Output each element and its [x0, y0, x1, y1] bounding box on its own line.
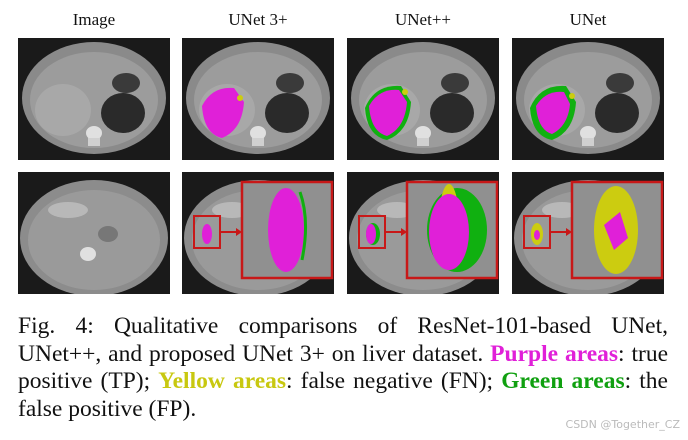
column-header-unetplusplus: UNet++ [395, 10, 451, 29]
column-header-unet: UNet [569, 10, 607, 29]
ct-slice-row2-unet [512, 172, 664, 294]
column-header-image: Image [72, 10, 116, 29]
lesion-zoomed [427, 184, 487, 272]
column-header-unet3plus: UNet 3+ [228, 10, 288, 29]
watermark: CSDN @Together_CZ [565, 418, 680, 431]
ct-slice-row1-image [18, 38, 170, 160]
lesion-small [202, 224, 212, 244]
lesion-small [531, 223, 543, 245]
ct-slice-row2-unet [347, 172, 499, 294]
ct-slice-row1-unet [512, 38, 664, 160]
ct-slice-row2-image [18, 172, 170, 294]
figure-caption: Fig. 4: Qualitative comparisons of ResNe… [18, 313, 668, 422]
lesion-zoomed [594, 186, 638, 274]
lesion-zoomed [268, 188, 308, 272]
ct-slice-row2-unet3 [182, 172, 334, 294]
ct-slice-row1-unet3 [182, 38, 334, 160]
ct-slice-row1-unet [347, 38, 499, 160]
lesion-small [366, 223, 380, 245]
